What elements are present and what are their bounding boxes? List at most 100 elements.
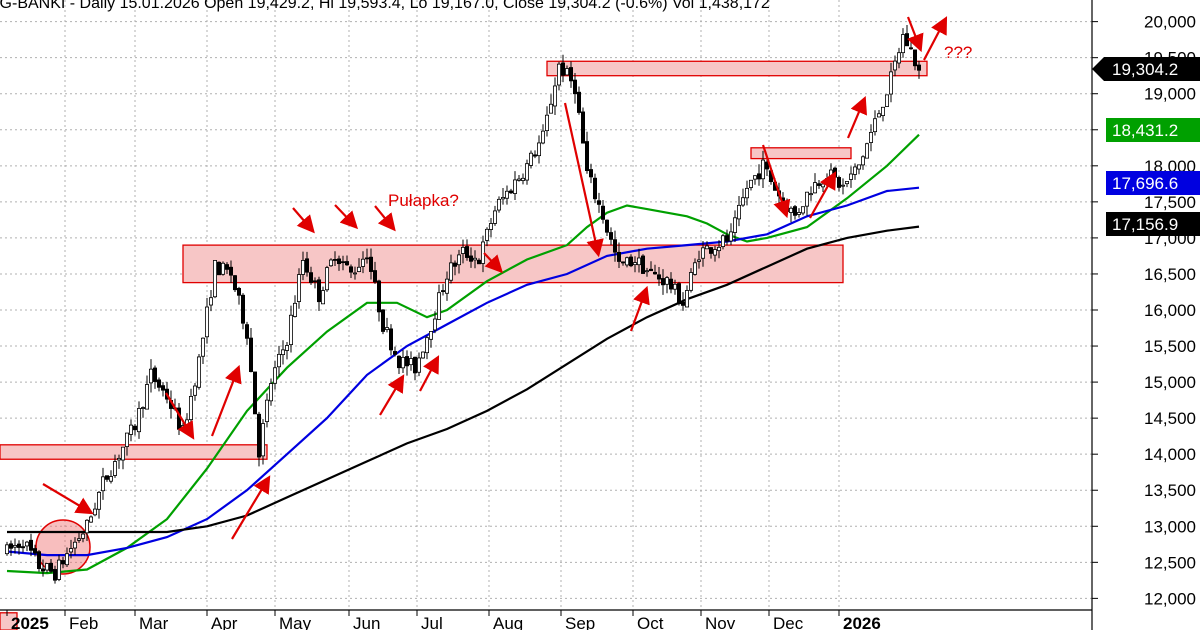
candle-body — [73, 541, 78, 549]
candle-body — [809, 193, 814, 196]
candle-body — [797, 212, 802, 215]
candle-body — [661, 278, 666, 286]
annotation-arrow — [210, 364, 242, 437]
candle-body — [240, 294, 245, 324]
candle-body — [236, 287, 241, 296]
candle-body — [432, 318, 437, 331]
candle-body — [93, 508, 98, 516]
candle-body — [308, 272, 313, 283]
arrows — [42, 16, 948, 540]
price-label-text: 17,156.9 — [1112, 215, 1178, 234]
candle-body — [132, 425, 137, 431]
candle-body — [12, 545, 17, 548]
candle-body — [508, 190, 513, 194]
zone-rect — [0, 444, 268, 460]
candle-body — [589, 169, 594, 178]
candle-body — [440, 290, 445, 292]
candle-body — [380, 309, 385, 332]
candle-body — [753, 175, 758, 180]
candle-body — [861, 156, 866, 166]
candle-body — [216, 261, 221, 276]
candle-body — [476, 259, 481, 265]
candle-body — [605, 219, 610, 233]
price-label-bg — [1106, 212, 1200, 236]
candle-body — [504, 190, 509, 199]
candle-body — [328, 259, 333, 267]
candle-body — [837, 177, 842, 188]
candle-body — [500, 197, 505, 200]
annotation-arrow — [629, 285, 650, 332]
x-tick-label: 2026 — [843, 614, 881, 630]
candle-body — [617, 251, 622, 262]
price-label-bg — [1092, 57, 1200, 81]
candle-body — [109, 476, 114, 482]
x-tick-label: Sep — [565, 614, 595, 630]
candle-body — [685, 290, 690, 308]
candle-body — [360, 258, 365, 267]
annotation-arrow — [923, 16, 948, 61]
candle-body — [665, 277, 670, 285]
candle-body — [480, 241, 485, 264]
candle-body — [332, 259, 337, 261]
candle-body — [412, 356, 417, 374]
candle-body — [789, 207, 794, 213]
y-tick-label: 12,500 — [1144, 553, 1196, 572]
candle-body — [721, 235, 726, 247]
candle-body — [260, 423, 265, 457]
candle-body — [105, 475, 110, 480]
candle-body — [49, 562, 54, 572]
ma-line-0 — [6, 133, 920, 575]
candle-body — [745, 187, 750, 199]
candle-body — [749, 179, 754, 188]
candle-body — [41, 568, 46, 572]
candle-body — [77, 538, 82, 541]
candle-body — [324, 267, 329, 291]
candle-body — [601, 205, 606, 220]
x-tick-label: Jun — [353, 614, 380, 630]
candle-body — [37, 551, 42, 569]
x-tick-label: Jul — [421, 614, 443, 630]
candle-body — [416, 357, 421, 373]
candle-body — [148, 368, 153, 384]
candle-body — [549, 103, 554, 114]
candle-body — [204, 306, 209, 338]
candle-body — [448, 262, 453, 281]
candle-body — [468, 255, 473, 262]
x-tick-label: Oct — [637, 614, 664, 630]
candle-body — [817, 183, 822, 186]
candle-body — [460, 246, 465, 254]
annotation-question: ??? — [944, 43, 972, 62]
candle-body — [336, 258, 341, 265]
candle-body — [152, 367, 157, 382]
candle-body — [805, 191, 810, 207]
price-labels: 19,304.2 18,431.2 17,696.6 17,156.9 — [1092, 57, 1200, 236]
candle-body — [464, 246, 469, 258]
candle-body — [65, 553, 70, 566]
candle-body — [765, 161, 770, 170]
annotation-arrow — [906, 16, 924, 53]
y-tick-label: 16,000 — [1144, 301, 1196, 320]
candle-body — [400, 356, 405, 369]
price-label-bg — [1106, 171, 1200, 195]
candle-body — [244, 324, 249, 339]
y-tick-label: 19,000 — [1144, 85, 1196, 104]
candle-body — [57, 559, 62, 580]
x-tick-label: 2025 — [11, 614, 49, 630]
candle-body — [889, 71, 894, 95]
zone-rect — [182, 244, 844, 284]
annotation-arrow — [761, 144, 791, 219]
candle-body — [196, 356, 201, 388]
candle-body — [45, 563, 50, 571]
candle-body — [761, 159, 766, 180]
candle-body — [16, 543, 21, 548]
candle-body — [681, 301, 686, 306]
ma-line-1 — [6, 186, 920, 557]
candle-body — [669, 278, 674, 290]
annotation-arrow — [292, 207, 315, 234]
candle-body — [252, 371, 257, 415]
annotations: Pułapka? ??? — [388, 43, 972, 210]
candle-body — [569, 67, 574, 82]
candle-body — [825, 178, 830, 183]
candle-body — [801, 206, 806, 214]
candle-body — [909, 47, 914, 50]
